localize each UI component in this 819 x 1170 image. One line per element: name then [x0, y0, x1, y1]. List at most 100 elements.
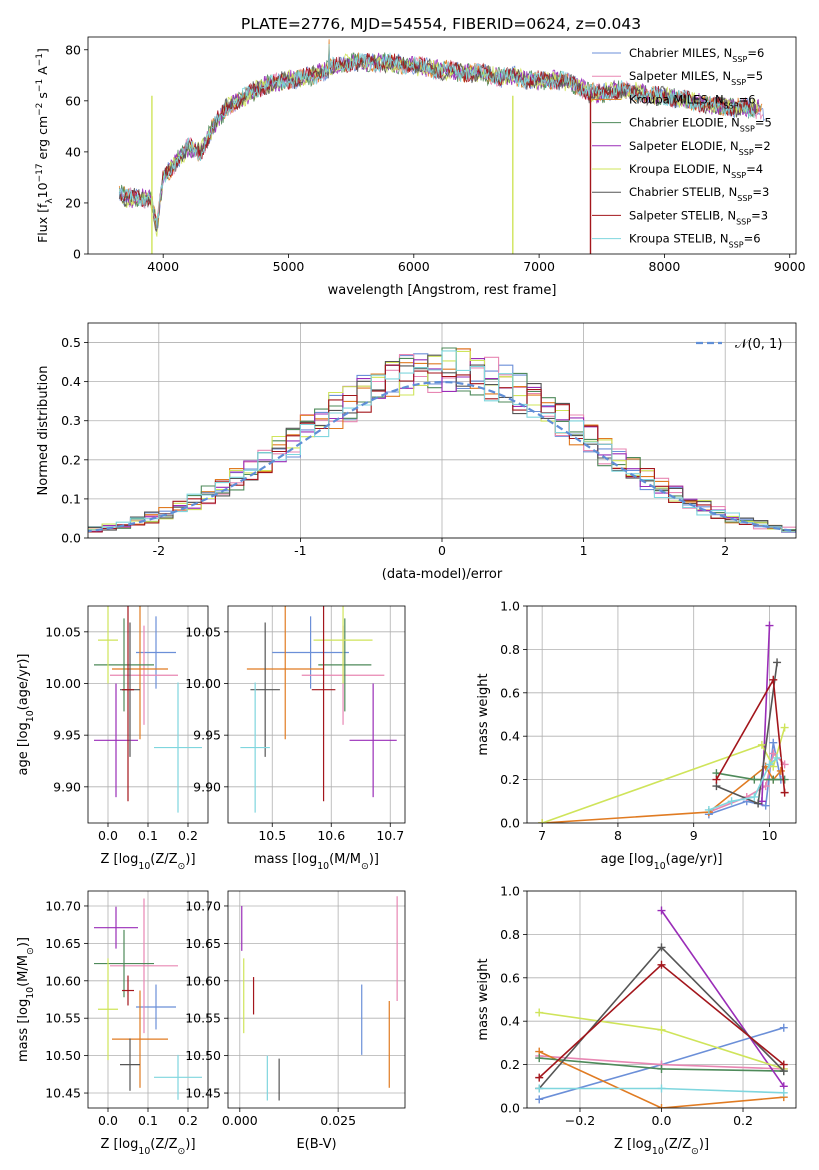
series-marker-kroupa-stelib: [773, 753, 782, 762]
series-marker-salpeter-stelib: [779, 1060, 788, 1069]
series-marker-kroupa-miles: [657, 1104, 666, 1108]
x-tick-label: 0.000: [222, 1113, 258, 1128]
legend-label-chabrier-stelib: Chabrier STELIB, NSSP=3: [629, 185, 769, 203]
series-marker-chabrier-miles: [769, 738, 778, 747]
axes-frame: [526, 605, 797, 824]
figure-title: PLATE=2776, MJD=54554, FIBERID=0624, z=0…: [241, 15, 641, 33]
y-tick-label: 0.3: [61, 413, 81, 428]
y-tick-label: 10.00: [185, 676, 221, 691]
y-axis-label: mass weight: [476, 673, 491, 755]
residual-histogram-panel: -2 -1 0 1 2 0.0 0.1 0.2 0.3 0.4 0.5 (data-model)/er…: [36, 322, 797, 582]
mass-vs-extinction-panel: 0.000 0.025 10.45 10.50 10.55 10.60 10.65 10.70…: [185, 890, 406, 1152]
x-tick-label: 10: [762, 828, 778, 843]
y-tick-label: 10.60: [45, 973, 81, 988]
y-tick-label: 0.6: [500, 970, 520, 985]
legend-label-chabrier-elodie: Chabrier ELODIE, NSSP=5: [629, 116, 772, 134]
plot-area: [94, 898, 202, 1100]
spectrum-line-kroupa-stelib: [118, 43, 755, 230]
x-tick-label: 1: [580, 543, 588, 558]
plot-area: [241, 896, 398, 1101]
normal-distribution-curve: [88, 380, 796, 533]
x-tick-label: 10.6: [317, 828, 345, 843]
series-line-chabrier-elodie: [716, 772, 785, 781]
series-marker-kroupa-elodie: [538, 819, 547, 823]
x-tick-label: 0.2: [178, 1113, 198, 1128]
x-tick-label: 0.0: [98, 1113, 118, 1128]
y-tick-label: 9.95: [193, 728, 221, 743]
y-axis-label: age [log10(age/yr)]: [16, 654, 36, 776]
y-tick-label: 10.55: [45, 1011, 81, 1026]
series-marker-salpeter-elodie: [657, 906, 666, 915]
spectrum-panel: 4000 5000 6000 7000 8000 9000 0 20 40 60 80 wavelen…: [35, 36, 806, 298]
legend-label-normal: 𝒩(0, 1): [735, 337, 782, 352]
series-marker-kroupa-elodie: [657, 1025, 666, 1034]
x-tick-label: 5000: [273, 259, 305, 274]
series-marker-kroupa-stelib: [535, 1084, 544, 1093]
y-tick-label: 10.55: [185, 1011, 221, 1026]
series-marker-salpeter-stelib: [769, 675, 778, 684]
plot-area: [88, 347, 796, 533]
axes-frame: [227, 890, 406, 1109]
y-tick-label: 0.0: [61, 531, 81, 546]
y-tick-label: 0.4: [61, 374, 81, 389]
series-marker-chabrier-elodie: [769, 775, 778, 784]
x-tick-label: 0.2: [733, 1113, 753, 1128]
x-tick-label: 0.2: [178, 828, 198, 843]
series-marker-salpeter-miles: [769, 749, 778, 758]
x-tick-label: 4000: [147, 259, 179, 274]
y-tick-label: 0.0: [500, 1101, 520, 1116]
y-tick-label: 0.2: [500, 1057, 520, 1072]
series-marker-chabrier-miles: [779, 1023, 788, 1032]
series-marker-salpeter-stelib: [712, 775, 721, 784]
y-tick-label: 0.6: [500, 685, 520, 700]
x-tick-label: 6000: [398, 259, 430, 274]
x-tick-label: -2: [153, 543, 165, 558]
x-tick-label: 0.025: [320, 1113, 356, 1128]
y-tick-label: 40: [65, 144, 81, 159]
series-marker-kroupa-stelib: [750, 792, 759, 801]
y-tick-label: 60: [65, 93, 81, 108]
x-axis-label: mass [log10(M/M⊙)]: [254, 852, 379, 872]
series-marker-kroupa-elodie: [535, 1008, 544, 1017]
series-marker-chabrier-elodie: [657, 1064, 666, 1073]
y-axis-label: Normed distribution: [36, 366, 51, 496]
y-tick-label: 0.4: [500, 729, 520, 744]
series-line-salpeter-elodie: [660, 910, 785, 1087]
series-marker-chabrier-stelib: [754, 799, 763, 808]
y-tick-label: 10.05: [45, 624, 81, 639]
series-marker-chabrier-miles: [535, 1095, 544, 1104]
x-axis-label: age [log10(age/yr)]: [601, 852, 723, 872]
legend-label-kroupa-stelib: Kroupa STELIB, NSSP=6: [629, 232, 761, 250]
plot-area: [118, 39, 765, 254]
y-tick-label: 80: [65, 42, 81, 57]
axes-frame: [227, 605, 406, 824]
series-marker-kroupa-stelib: [657, 1084, 666, 1093]
y-tick-label: 10.50: [45, 1048, 81, 1063]
y-tick-label: 10.00: [45, 676, 81, 691]
series-marker-kroupa-miles: [776, 766, 785, 775]
x-tick-label: 7000: [523, 259, 555, 274]
series-marker-kroupa-stelib: [765, 760, 774, 769]
x-axis-label: E(B-V): [296, 1137, 336, 1152]
y-tick-label: 9.95: [53, 728, 81, 743]
x-tick-label: 0.1: [138, 828, 158, 843]
x-axis-label: Z [log10(Z/Z⊙)]: [614, 1137, 709, 1157]
y-tick-label: 9.90: [53, 779, 81, 794]
x-tick-label: 7: [538, 828, 546, 843]
series-marker-kroupa-stelib: [727, 797, 736, 806]
y-tick-label: 20: [65, 195, 81, 210]
y-tick-label: 0.2: [61, 452, 81, 467]
plot-area: [240, 606, 397, 813]
y-tick-label: 0.0: [500, 816, 520, 831]
mass-vs-metallicity-panel: 0.0 0.1 0.2 10.45 10.50 10.55 10.60 10.65 10.70 Z…: [16, 890, 209, 1157]
x-tick-label: 8: [614, 828, 622, 843]
y-tick-label: 0.8: [500, 642, 520, 657]
y-tick-label: 0.2: [500, 772, 520, 787]
age-vs-mass-panel: 10.5 10.6 10.7 9.90 9.95 10.00 10.05 mass [log1…: [185, 605, 406, 872]
series-marker-chabrier-elodie: [780, 775, 789, 784]
series-marker-kroupa-elodie: [757, 740, 766, 749]
y-tick-label: 10.45: [185, 1086, 221, 1101]
series-marker-chabrier-elodie: [750, 775, 759, 784]
legend-label-kroupa-elodie: Kroupa ELODIE, NSSP=4: [629, 162, 763, 180]
